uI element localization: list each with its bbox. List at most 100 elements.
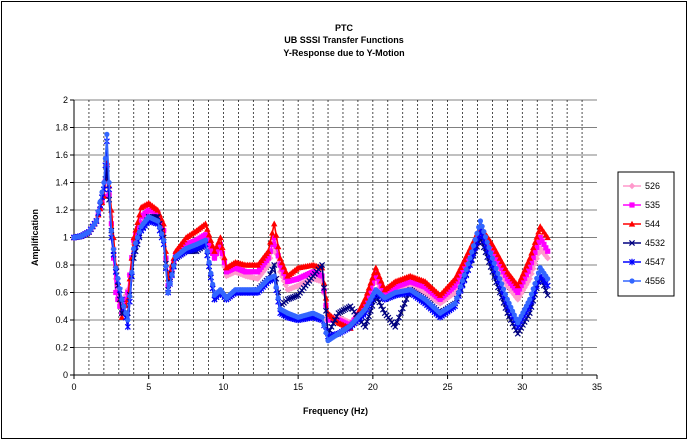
data-point: [459, 260, 466, 267]
data-point: [532, 250, 538, 256]
data-point: [628, 239, 636, 247]
data-point: [319, 261, 326, 269]
data-point: [527, 265, 533, 271]
legend: 526 535 544 4532 4547 4556: [617, 171, 675, 297]
data-point: [544, 282, 551, 289]
data-point: [477, 218, 484, 224]
data-point: [532, 280, 538, 287]
x-tick-label: 20: [368, 382, 378, 392]
data-point: [501, 286, 507, 292]
data-point: [495, 258, 501, 265]
data-point: [286, 295, 293, 302]
data-point: [169, 267, 175, 273]
data-point: [284, 296, 291, 303]
data-point: [516, 286, 523, 292]
data-point: [271, 220, 278, 227]
data-point: [395, 314, 403, 321]
data-point: [275, 253, 281, 259]
data-point: [269, 229, 276, 236]
data-point: [472, 236, 478, 243]
legend-label: 4556: [645, 276, 665, 286]
data-point: [514, 282, 522, 289]
data-point: [97, 199, 103, 205]
data-point: [277, 254, 284, 261]
data-point: [537, 245, 544, 252]
data-point: [530, 244, 537, 251]
data-point: [171, 263, 177, 269]
chart-subtitle-1: UB SSSI Transfer Functions: [284, 35, 404, 45]
data-point: [362, 294, 369, 301]
data-point: [526, 254, 533, 261]
data-point: [206, 241, 212, 247]
data-point: [291, 293, 298, 300]
data-point: [403, 296, 410, 303]
data-point: [118, 314, 126, 320]
data-point: [210, 281, 216, 287]
y-tick-label: 0.8: [55, 260, 68, 270]
data-point: [113, 265, 119, 271]
data-point: [123, 310, 129, 316]
data-point: [204, 226, 211, 232]
data-point: [330, 320, 337, 327]
data-point: [206, 259, 212, 265]
data-point: [531, 239, 539, 245]
data-point: [99, 189, 105, 195]
data-point: [499, 265, 505, 272]
data-point: [394, 319, 401, 326]
data-point: [134, 219, 141, 225]
data-point: [106, 179, 112, 186]
data-point: [278, 259, 286, 266]
data-point: [202, 220, 209, 227]
data-point: [516, 278, 523, 285]
y-tick-label: 2: [63, 95, 68, 105]
data-point: [202, 237, 209, 243]
data-point: [392, 323, 399, 330]
chart-title: PTC: [335, 23, 354, 33]
data-point: [321, 322, 327, 328]
data-point: [454, 295, 460, 301]
data-point: [628, 182, 636, 190]
data-point: [215, 238, 222, 245]
data-point: [133, 231, 139, 238]
data-point: [271, 261, 278, 269]
chart-subtitle-2: Y-Response due to Y-Motion: [283, 48, 404, 58]
data-point: [167, 280, 173, 287]
data-point: [479, 223, 485, 229]
data-point: [134, 234, 141, 241]
data-point: [489, 255, 495, 261]
data-point: [520, 279, 526, 285]
data-point: [501, 269, 507, 275]
data-point: [502, 291, 509, 297]
data-point: [351, 308, 358, 315]
data-point: [219, 244, 226, 251]
data-point: [133, 240, 139, 246]
data-point: [360, 298, 367, 305]
data-point: [273, 244, 279, 250]
y-tick-label: 0.2: [55, 343, 68, 353]
data-point: [269, 266, 276, 273]
data-point: [364, 318, 371, 325]
data-point: [362, 323, 369, 330]
data-point: [331, 316, 339, 324]
data-point: [537, 234, 543, 241]
data-point: [119, 296, 125, 302]
data-point: [365, 284, 373, 291]
data-point: [349, 305, 356, 313]
data-point: [321, 284, 328, 291]
data-point: [125, 317, 131, 323]
data-point: [115, 275, 121, 281]
data-point: [221, 260, 228, 266]
legend-box: [617, 171, 675, 297]
data-point: [524, 258, 532, 265]
legend-label: 526: [645, 181, 660, 191]
data-point: [534, 244, 540, 251]
data-point: [160, 220, 167, 227]
data-point: [512, 293, 520, 301]
data-point: [506, 300, 512, 306]
data-point: [469, 249, 475, 255]
data-point: [123, 296, 129, 302]
data-point: [484, 239, 490, 245]
legend-item-544: 544: [623, 219, 660, 229]
data-point: [502, 272, 509, 278]
data-point: [521, 266, 528, 273]
